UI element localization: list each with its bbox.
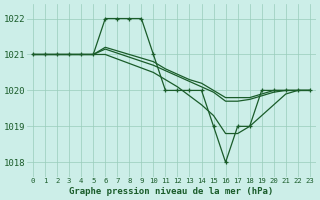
X-axis label: Graphe pression niveau de la mer (hPa): Graphe pression niveau de la mer (hPa) bbox=[69, 187, 274, 196]
